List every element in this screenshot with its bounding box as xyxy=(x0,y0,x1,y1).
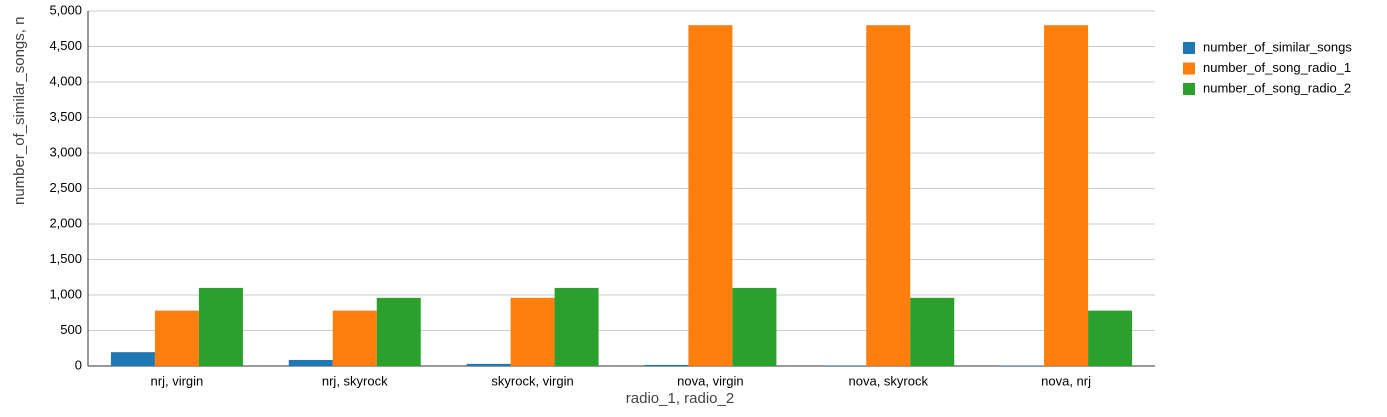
bar xyxy=(644,364,689,366)
x-tick-label: nova, skyrock xyxy=(849,373,929,388)
y-tick-label: 2,000 xyxy=(49,215,82,230)
bar xyxy=(866,25,911,366)
x-tick-label: nova, virgin xyxy=(677,373,743,388)
bar xyxy=(466,363,511,366)
legend-swatch xyxy=(1183,62,1195,75)
bar xyxy=(110,352,155,366)
y-tick-label: 500 xyxy=(60,322,82,337)
bar xyxy=(554,287,599,366)
bar xyxy=(1088,310,1133,366)
legend-label: number_of_song_radio_2 xyxy=(1203,80,1351,95)
legend-swatch xyxy=(1183,42,1195,54)
bar xyxy=(688,25,733,366)
y-tick-label: 4,000 xyxy=(49,73,82,88)
bar xyxy=(822,365,867,366)
bar xyxy=(510,297,555,366)
x-tick-label: nrj, virgin xyxy=(151,373,204,388)
y-tick-label: 2,500 xyxy=(49,180,82,195)
bar xyxy=(732,287,777,366)
y-tick-label: 0 xyxy=(75,357,82,372)
bar xyxy=(910,297,955,366)
legend-label: number_of_similar_songs xyxy=(1203,39,1352,54)
bar xyxy=(332,310,377,366)
y-axis-title: number_of_similar_songs, n xyxy=(11,17,28,205)
y-tick-label: 4,500 xyxy=(49,38,82,53)
y-tick-label: 1,500 xyxy=(49,251,82,266)
y-tick-label: 1,000 xyxy=(49,286,82,301)
y-tick-label: 5,000 xyxy=(49,2,82,17)
bar xyxy=(154,310,199,366)
bar xyxy=(198,287,243,366)
bar xyxy=(376,297,421,366)
legend-swatch xyxy=(1183,83,1195,95)
bar xyxy=(1044,25,1089,366)
y-tick-label: 3,500 xyxy=(49,109,82,124)
x-axis-title: radio_1, radio_2 xyxy=(626,390,734,407)
y-tick-label: 3,000 xyxy=(49,144,82,159)
x-tick-label: skyrock, virgin xyxy=(491,373,573,388)
x-tick-label: nova, nrj xyxy=(1041,373,1091,388)
x-tick-label: nrj, skyrock xyxy=(322,373,388,388)
bar xyxy=(288,359,333,366)
legend-label: number_of_song_radio_1 xyxy=(1203,60,1351,75)
